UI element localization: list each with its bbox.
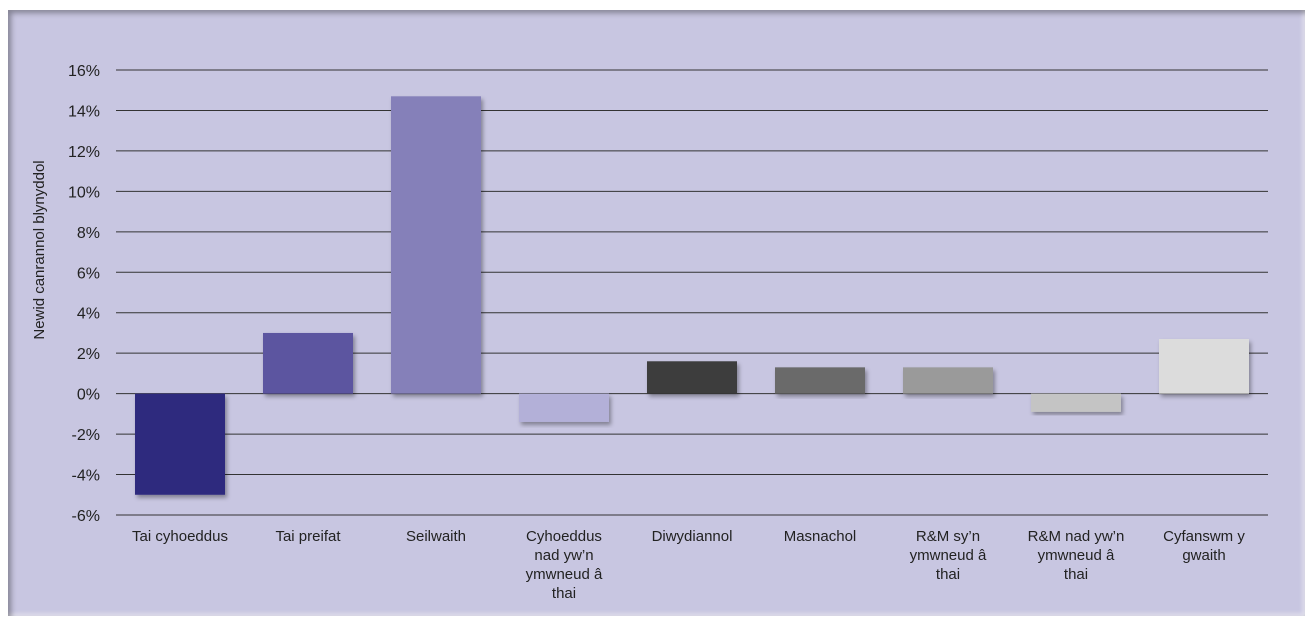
gridlines: [116, 69, 1268, 516]
x-tick-label: Diwydiannol: [652, 528, 733, 545]
bar: [775, 367, 865, 394]
x-tick-label: Cyhoeddus nad yw’n ymwneud â thai: [526, 528, 603, 602]
y-tick-label: 6%: [77, 265, 100, 282]
x-tick-label: Seilwaith: [406, 528, 466, 545]
bar-chart: -6% -4% -2% 0% 2% 4% 6% 8% 10% 12% 14% 16% Newid ca…: [31, 63, 1268, 602]
bar: [1159, 339, 1249, 394]
x-tick-label: Cyfanswm y gwaith: [1163, 528, 1245, 564]
y-tick-label: -6%: [72, 508, 100, 525]
y-tick-label: 4%: [77, 306, 100, 323]
bar: [903, 367, 993, 394]
chart-panel: -6% -4% -2% 0% 2% 4% 6% 8% 10% 12% 14% 16% Newid ca…: [8, 10, 1305, 616]
y-tick-label: 0%: [77, 387, 100, 404]
y-axis-ticks: -6% -4% -2% 0% 2% 4% 6% 8% 10% 12% 14% 16%: [68, 63, 100, 525]
y-tick-label: 10%: [68, 184, 100, 201]
bar: [391, 96, 481, 394]
x-tick-label: Masnachol: [784, 528, 857, 545]
y-tick-label: 2%: [77, 346, 100, 363]
x-axis-labels: Tai cyhoeddus Tai preifat Seilwaith Cyhoedd…: [132, 528, 1245, 602]
y-tick-label: 8%: [77, 225, 100, 242]
y-tick-label: 12%: [68, 144, 100, 161]
bar: [519, 393, 609, 422]
x-tick-label: Tai cyhoeddus: [132, 528, 228, 545]
bars: [135, 96, 1249, 495]
bar: [135, 393, 225, 495]
x-tick-label: R&M sy’n ymwneud â thai: [910, 528, 987, 583]
y-tick-label: -4%: [72, 468, 100, 485]
y-tick-label: 16%: [68, 63, 100, 80]
bar: [1031, 393, 1121, 412]
x-tick-label: R&M nad yw’n ymwneud â thai: [1028, 528, 1125, 583]
bar: [647, 361, 737, 394]
y-axis-label: Newid canrannol blynyddol: [31, 160, 48, 339]
y-tick-label: 14%: [68, 103, 100, 120]
x-tick-label: Tai preifat: [275, 528, 341, 545]
y-tick-label: -2%: [72, 427, 100, 444]
bar: [263, 332, 353, 394]
